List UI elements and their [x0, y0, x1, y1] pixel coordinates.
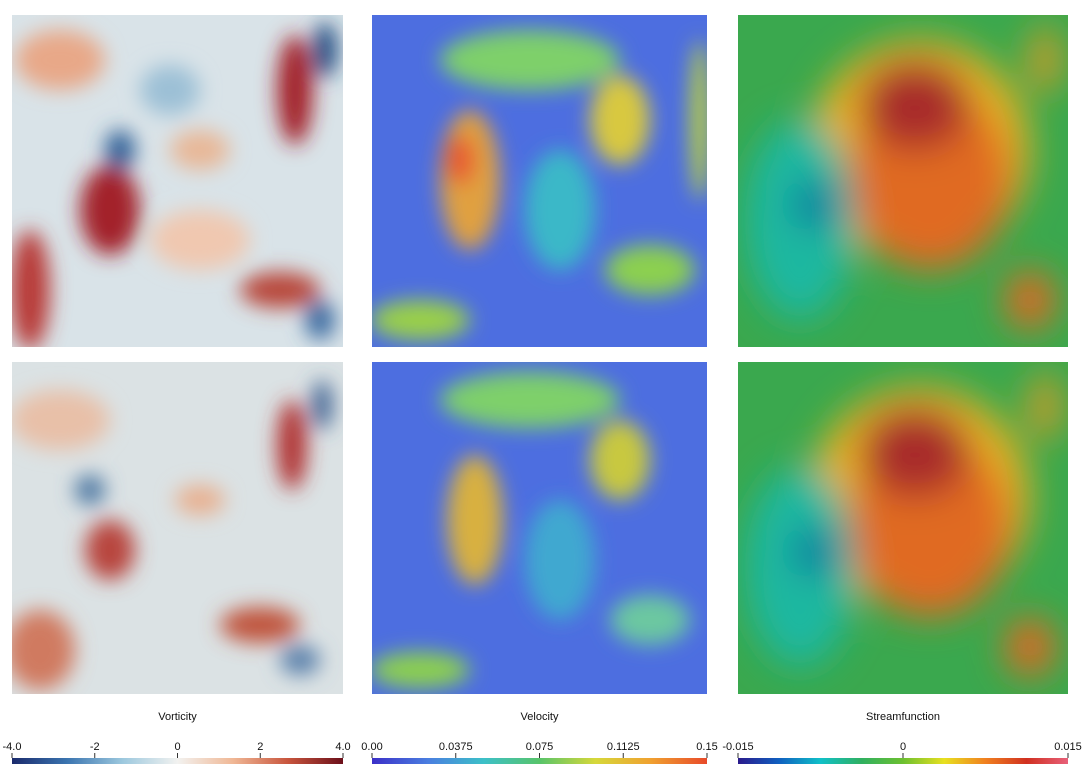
colorbar [372, 758, 707, 764]
colorbar-tick-label: 0.015 [1054, 741, 1082, 753]
velocity-panel [372, 362, 707, 694]
vorticity-panel [12, 362, 343, 694]
colorbar [12, 758, 343, 764]
streamfunction-panel [738, 362, 1068, 694]
colorbar-tick-label: -0.015 [722, 741, 753, 753]
colorbar-tick-label: 4.0 [335, 741, 350, 753]
colorbar-title: Streamfunction [866, 711, 940, 723]
colorbar-tick-label: 2 [257, 741, 263, 753]
colorbar-tick-label: 0 [174, 741, 180, 753]
colorbar-title: Vorticity [158, 711, 197, 723]
colorbar-tick-label: 0 [900, 741, 906, 753]
streamfunction-panel [738, 15, 1068, 347]
colorbar-tick-label: 0.075 [526, 741, 554, 753]
colorbar [738, 758, 1068, 764]
colorbar-tick-label: -2 [90, 741, 100, 753]
colorbar-tick-label: 0.15 [696, 741, 717, 753]
vorticity-panel [12, 15, 343, 347]
velocity-panel [372, 15, 707, 347]
colorbar-tick-label: 0.0375 [439, 741, 473, 753]
colorbar-tick-label: -4.0 [3, 741, 22, 753]
colorbar-title: Velocity [521, 711, 559, 723]
colorbar-tick-label: 0.00 [361, 741, 382, 753]
colorbar-tick-label: 0.1125 [607, 741, 640, 753]
